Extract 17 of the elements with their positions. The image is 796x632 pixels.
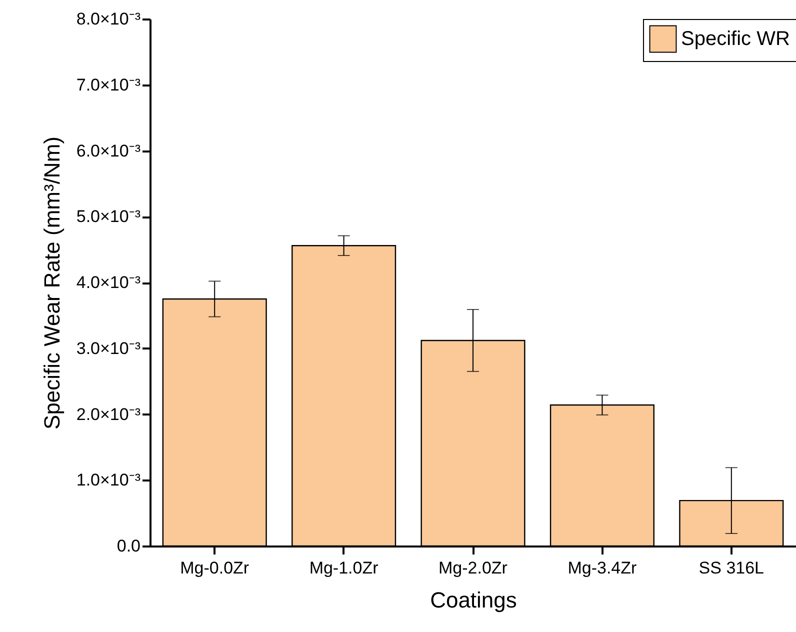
y-tick-label: 3.0×10⁻³ — [76, 338, 141, 358]
y-tick-label: 2.0×10⁻³ — [76, 404, 141, 424]
y-tick-label: 4.0×10⁻³ — [76, 273, 141, 292]
y-tick-label: 8.0×10⁻³ — [76, 10, 141, 28]
x-tick-label: Mg-2.0Zr — [438, 558, 508, 578]
y-tick-label: 7.0×10⁻³ — [76, 75, 141, 94]
legend-label: Specific WR — [681, 28, 790, 50]
x-axis-title: Coatings — [430, 588, 517, 612]
y-axis-title: Specific Wear Rate (mm³/Nm) — [39, 136, 64, 430]
y-tick-label: 0.0 — [116, 536, 140, 556]
x-tick-label: SS 316L — [698, 558, 764, 578]
y-tick-label: 5.0×10⁻³ — [76, 207, 141, 226]
y-tick-label: 6.0×10⁻³ — [76, 141, 141, 160]
x-tick-label: Mg-0.0Zr — [180, 558, 250, 578]
x-tick-label: Mg-3.4Zr — [568, 558, 638, 578]
x-tick-label: Mg-1.0Zr — [309, 558, 379, 578]
y-tick-label: 1.0×10⁻³ — [76, 470, 141, 490]
